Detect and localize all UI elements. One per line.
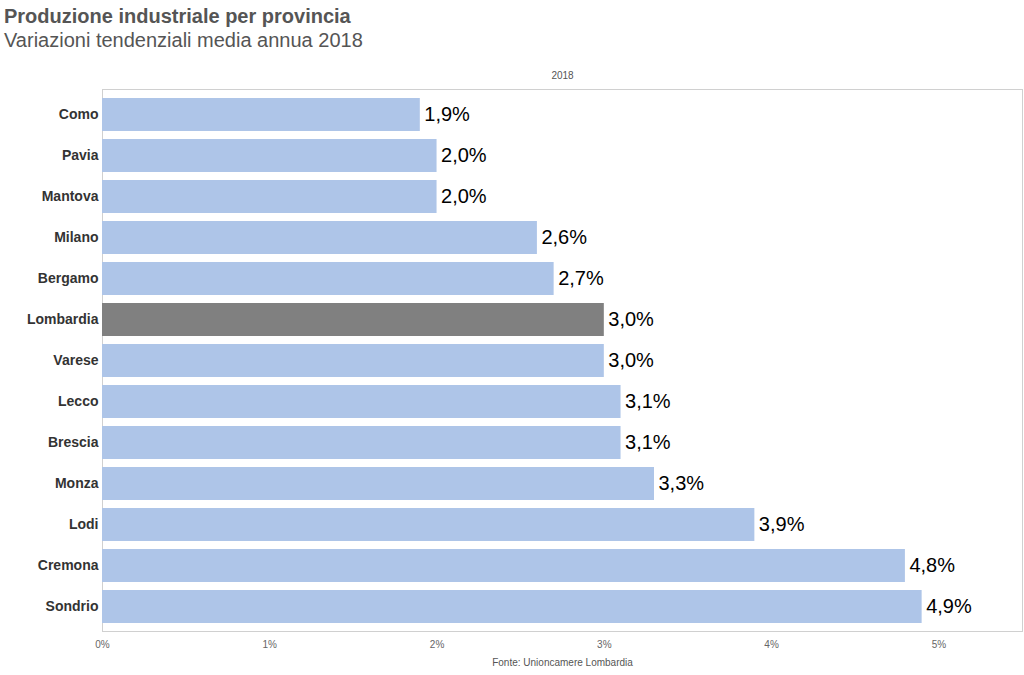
svg-text:Varese: Varese	[53, 352, 98, 368]
html-text:Produzione industriale per pro: Produzione industriale per provincia	[4, 5, 351, 27]
svg-text:2,0%: 2,0%	[441, 144, 487, 166]
svg-text:Pavia: Pavia	[62, 147, 99, 163]
svg-text:3,3%: 3,3%	[659, 472, 705, 494]
svg-text:1%: 1%	[263, 639, 278, 650]
svg-text:2018: 2018	[551, 70, 574, 81]
svg-text:4%: 4%	[764, 639, 779, 650]
svg-text:Lecco: Lecco	[58, 393, 98, 409]
svg-text:2%: 2%	[430, 639, 445, 650]
html-text:Variazioni tendenziali media a: Variazioni tendenziali media annua 2018	[4, 29, 363, 51]
svg-text:3,1%: 3,1%	[625, 390, 671, 412]
svg-text:3,0%: 3,0%	[608, 308, 654, 330]
svg-text:4,8%: 4,8%	[909, 554, 955, 576]
svg-text:Lodi: Lodi	[69, 516, 99, 532]
svg-text:Monza: Monza	[55, 475, 99, 491]
svg-text:Brescia: Brescia	[48, 434, 99, 450]
svg-text:Milano: Milano	[54, 229, 98, 245]
svg-text:Fonte: Unioncamere Lombardia: Fonte: Unioncamere Lombardia	[492, 657, 633, 668]
svg-text:Mantova: Mantova	[42, 188, 99, 204]
svg-text:Lombardia: Lombardia	[27, 311, 99, 327]
svg-text:1,9%: 1,9%	[424, 103, 470, 125]
svg-text:2,7%: 2,7%	[558, 267, 604, 289]
svg-text:Sondrio: Sondrio	[46, 598, 99, 614]
svg-text:0%: 0%	[95, 639, 110, 650]
svg-text:3%: 3%	[597, 639, 612, 650]
svg-text:3,1%: 3,1%	[625, 431, 671, 453]
svg-text:3,9%: 3,9%	[759, 513, 805, 535]
svg-text:3,0%: 3,0%	[608, 349, 654, 371]
svg-text:Cremona: Cremona	[38, 557, 99, 573]
svg-text:Bergamo: Bergamo	[38, 270, 99, 286]
svg-text:4,9%: 4,9%	[926, 595, 972, 617]
svg-text:Como: Como	[59, 106, 99, 122]
svg-text:2,0%: 2,0%	[441, 185, 487, 207]
svg-text:5%: 5%	[932, 639, 947, 650]
svg-text:2,6%: 2,6%	[541, 226, 587, 248]
